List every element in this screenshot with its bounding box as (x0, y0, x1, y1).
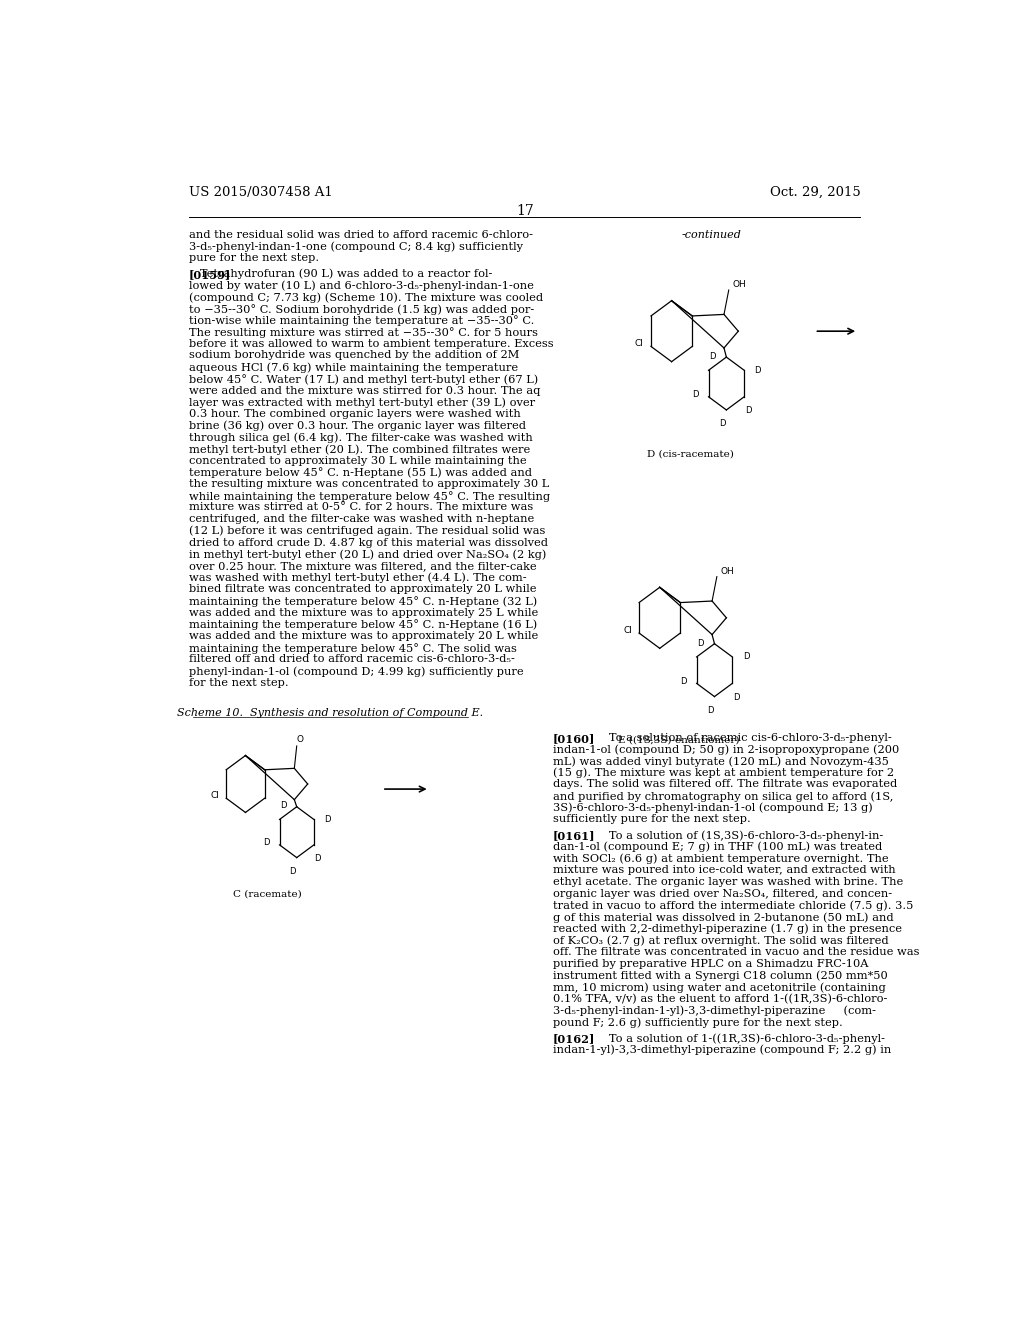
Text: centrifuged, and the filter-cake was washed with n-heptane: centrifuged, and the filter-cake was was… (189, 513, 535, 524)
Text: OH: OH (733, 280, 746, 289)
Text: To a solution of (1S,3S)-6-chloro-3-d₅-phenyl-in-: To a solution of (1S,3S)-6-chloro-3-d₅-p… (598, 830, 883, 841)
Text: -continued: -continued (681, 230, 741, 239)
Text: filtered off and dried to afford racemic cis-6-chloro-3-d₅-: filtered off and dried to afford racemic… (189, 655, 515, 664)
Text: days. The solid was filtered off. The filtrate was evaporated: days. The solid was filtered off. The fi… (553, 779, 897, 789)
Text: mixture was poured into ice-cold water, and extracted with: mixture was poured into ice-cold water, … (553, 866, 895, 875)
Text: To a solution of racemic cis-6-chloro-3-d₅-phenyl-: To a solution of racemic cis-6-chloro-3-… (598, 733, 892, 743)
Text: [0162]: [0162] (553, 1034, 595, 1044)
Text: 17: 17 (516, 205, 534, 218)
Text: was added and the mixture was to approximately 25 L while: was added and the mixture was to approxi… (189, 607, 539, 618)
Text: was added and the mixture was to approximately 20 L while: was added and the mixture was to approxi… (189, 631, 539, 642)
Text: 0.3 hour. The combined organic layers were washed with: 0.3 hour. The combined organic layers we… (189, 409, 521, 418)
Text: and the residual solid was dried to afford racemic 6-chloro-: and the residual solid was dried to affo… (189, 230, 534, 239)
Text: [0160]: [0160] (553, 733, 595, 743)
Text: (12 L) before it was centrifuged again. The residual solid was: (12 L) before it was centrifuged again. … (189, 525, 546, 536)
Text: C (racemate): C (racemate) (233, 890, 302, 899)
Text: D: D (281, 801, 287, 810)
Text: 3-d₅-phenyl-indan-1-one (compound C; 8.4 kg) sufficiently: 3-d₅-phenyl-indan-1-one (compound C; 8.4… (189, 242, 523, 252)
Text: maintaining the temperature below 45° C. n-Heptane (32 L): maintaining the temperature below 45° C.… (189, 595, 538, 607)
Text: sodium borohydride was quenched by the addition of 2M: sodium borohydride was quenched by the a… (189, 351, 519, 360)
Text: D: D (745, 405, 752, 414)
Text: D: D (733, 693, 739, 701)
Text: sufficiently pure for the next step.: sufficiently pure for the next step. (553, 814, 751, 825)
Text: pure for the next step.: pure for the next step. (189, 253, 319, 263)
Text: before it was allowed to warm to ambient temperature. Excess: before it was allowed to warm to ambient… (189, 339, 554, 348)
Text: pound F; 2.6 g) sufficiently pure for the next step.: pound F; 2.6 g) sufficiently pure for th… (553, 1018, 843, 1028)
Text: (15 g). The mixture was kept at ambient temperature for 2: (15 g). The mixture was kept at ambient … (553, 768, 894, 779)
Text: mL) was added vinyl butyrate (120 mL) and Novozym-435: mL) was added vinyl butyrate (120 mL) an… (553, 756, 889, 767)
Text: trated in vacuo to afford the intermediate chloride (7.5 g). 3.5: trated in vacuo to afford the intermedia… (553, 900, 913, 911)
Text: methyl tert-butyl ether (20 L). The combined filtrates were: methyl tert-butyl ether (20 L). The comb… (189, 444, 530, 454)
Text: through silica gel (6.4 kg). The filter-cake was washed with: through silica gel (6.4 kg). The filter-… (189, 433, 532, 444)
Text: brine (36 kg) over 0.3 hour. The organic layer was filtered: brine (36 kg) over 0.3 hour. The organic… (189, 421, 526, 432)
Text: 3-d₅-phenyl-indan-1-yl)-3,3-dimethyl-piperazine     (com-: 3-d₅-phenyl-indan-1-yl)-3,3-dimethyl-pip… (553, 1006, 876, 1016)
Text: [0159]: [0159] (189, 269, 231, 280)
Text: below 45° C. Water (17 L) and methyl tert-butyl ether (67 L): below 45° C. Water (17 L) and methyl ter… (189, 374, 539, 384)
Text: D (cis-racemate): D (cis-racemate) (647, 449, 734, 458)
Text: Oct. 29, 2015: Oct. 29, 2015 (770, 186, 860, 199)
Text: E ((1S,3S)-enantiomer): E ((1S,3S)-enantiomer) (618, 735, 739, 744)
Text: D: D (314, 854, 322, 863)
Text: OH: OH (721, 566, 734, 576)
Text: were added and the mixture was stirred for 0.3 hour. The aq: were added and the mixture was stirred f… (189, 385, 541, 396)
Text: of K₂CO₃ (2.7 g) at reflux overnight. The solid was filtered: of K₂CO₃ (2.7 g) at reflux overnight. Th… (553, 936, 888, 946)
Text: 0.1% TFA, v/v) as the eluent to afford 1-((1R,3S)-6-chloro-: 0.1% TFA, v/v) as the eluent to afford 1… (553, 994, 887, 1005)
Text: Scheme 10.  Synthesis and resolution of Compound E.: Scheme 10. Synthesis and resolution of C… (177, 708, 483, 718)
Text: The resulting mixture was stirred at −35--30° C. for 5 hours: The resulting mixture was stirred at −35… (189, 327, 538, 338)
Text: in methyl tert-butyl ether (20 L) and dried over Na₂SO₄ (2 kg): in methyl tert-butyl ether (20 L) and dr… (189, 549, 547, 560)
Text: over 0.25 hour. The mixture was filtered, and the filter-cake: over 0.25 hour. The mixture was filtered… (189, 561, 537, 570)
Text: while maintaining the temperature below 45° C. The resulting: while maintaining the temperature below … (189, 491, 550, 502)
Text: temperature below 45° C. n-Heptane (55 L) was added and: temperature below 45° C. n-Heptane (55 L… (189, 467, 532, 478)
Text: D: D (325, 814, 331, 824)
Text: phenyl-indan-1-ol (compound D; 4.99 kg) sufficiently pure: phenyl-indan-1-ol (compound D; 4.99 kg) … (189, 667, 523, 677)
Text: D: D (742, 652, 750, 661)
Text: to −35--30° C. Sodium borohydride (1.5 kg) was added por-: to −35--30° C. Sodium borohydride (1.5 k… (189, 304, 535, 314)
Text: reacted with 2,2-dimethyl-piperazine (1.7 g) in the presence: reacted with 2,2-dimethyl-piperazine (1.… (553, 924, 901, 935)
Text: instrument fitted with a Synergi C18 column (250 mm*50: instrument fitted with a Synergi C18 col… (553, 970, 888, 981)
Text: organic layer was dried over Na₂SO₄, filtered, and concen-: organic layer was dried over Na₂SO₄, fil… (553, 888, 892, 899)
Text: Tetrahydrofuran (90 L) was added to a reactor fol-: Tetrahydrofuran (90 L) was added to a re… (189, 269, 493, 280)
Text: D: D (263, 838, 269, 847)
Text: D: D (290, 867, 296, 875)
Text: D: D (719, 420, 726, 428)
Text: indan-1-ol (compound D; 50 g) in 2-isopropoxypropane (200: indan-1-ol (compound D; 50 g) in 2-isopr… (553, 744, 899, 755)
Text: was washed with methyl tert-butyl ether (4.4 L). The com-: was washed with methyl tert-butyl ether … (189, 573, 526, 583)
Text: g of this material was dissolved in 2-butanone (50 mL) and: g of this material was dissolved in 2-bu… (553, 912, 893, 923)
Text: off. The filtrate was concentrated in vacuo and the residue was: off. The filtrate was concentrated in va… (553, 948, 920, 957)
Text: bined filtrate was concentrated to approximately 20 L while: bined filtrate was concentrated to appro… (189, 585, 537, 594)
Text: D: D (691, 391, 698, 399)
Text: for the next step.: for the next step. (189, 677, 289, 688)
Text: D: D (710, 352, 716, 362)
Text: with SOCl₂ (6.6 g) at ambient temperature overnight. The: with SOCl₂ (6.6 g) at ambient temperatur… (553, 854, 888, 865)
Text: layer was extracted with methyl tert-butyl ether (39 L) over: layer was extracted with methyl tert-but… (189, 397, 536, 408)
Text: maintaining the temperature below 45° C. The solid was: maintaining the temperature below 45° C.… (189, 643, 517, 653)
Text: O: O (296, 735, 303, 744)
Text: mm, 10 microm) using water and acetonitrile (containing: mm, 10 microm) using water and acetonitr… (553, 982, 886, 993)
Text: D: D (680, 677, 686, 686)
Text: ethyl acetate. The organic layer was washed with brine. The: ethyl acetate. The organic layer was was… (553, 876, 903, 887)
Text: maintaining the temperature below 45° C. n-Heptane (16 L): maintaining the temperature below 45° C.… (189, 619, 538, 630)
Text: concentrated to approximately 30 L while maintaining the: concentrated to approximately 30 L while… (189, 455, 526, 466)
Text: D: D (755, 366, 761, 375)
Text: [0161]: [0161] (553, 830, 595, 841)
Text: dried to afford crude D. 4.87 kg of this material was dissolved: dried to afford crude D. 4.87 kg of this… (189, 537, 548, 548)
Text: aqueous HCl (7.6 kg) while maintaining the temperature: aqueous HCl (7.6 kg) while maintaining t… (189, 362, 518, 372)
Text: indan-1-yl)-3,3-dimethyl-piperazine (compound F; 2.2 g) in: indan-1-yl)-3,3-dimethyl-piperazine (com… (553, 1044, 891, 1055)
Text: lowed by water (10 L) and 6-chloro-3-d₅-phenyl-indan-1-one: lowed by water (10 L) and 6-chloro-3-d₅-… (189, 280, 534, 290)
Text: US 2015/0307458 A1: US 2015/0307458 A1 (189, 186, 333, 199)
Text: the resulting mixture was concentrated to approximately 30 L: the resulting mixture was concentrated t… (189, 479, 549, 490)
Text: and purified by chromatography on silica gel to afford (1S,: and purified by chromatography on silica… (553, 791, 893, 801)
Text: Cl: Cl (211, 791, 220, 800)
Text: tion-wise while maintaining the temperature at −35--30° C.: tion-wise while maintaining the temperat… (189, 315, 535, 326)
Text: D: D (697, 639, 703, 648)
Text: 3S)-6-chloro-3-d₅-phenyl-indan-1-ol (compound E; 13 g): 3S)-6-chloro-3-d₅-phenyl-indan-1-ol (com… (553, 803, 872, 813)
Text: Cl: Cl (635, 339, 644, 348)
Text: purified by preparative HPLC on a Shimadzu FRC-10A: purified by preparative HPLC on a Shimad… (553, 958, 868, 969)
Text: Cl: Cl (623, 626, 632, 635)
Text: D: D (708, 706, 714, 714)
Text: To a solution of 1-((1R,3S)-6-chloro-3-d₅-phenyl-: To a solution of 1-((1R,3S)-6-chloro-3-d… (598, 1034, 885, 1044)
Text: mixture was stirred at 0-5° C. for 2 hours. The mixture was: mixture was stirred at 0-5° C. for 2 hou… (189, 503, 534, 512)
Text: (compound C; 7.73 kg) (Scheme 10). The mixture was cooled: (compound C; 7.73 kg) (Scheme 10). The m… (189, 292, 544, 302)
Text: dan-1-ol (compound E; 7 g) in THF (100 mL) was treated: dan-1-ol (compound E; 7 g) in THF (100 m… (553, 842, 882, 853)
